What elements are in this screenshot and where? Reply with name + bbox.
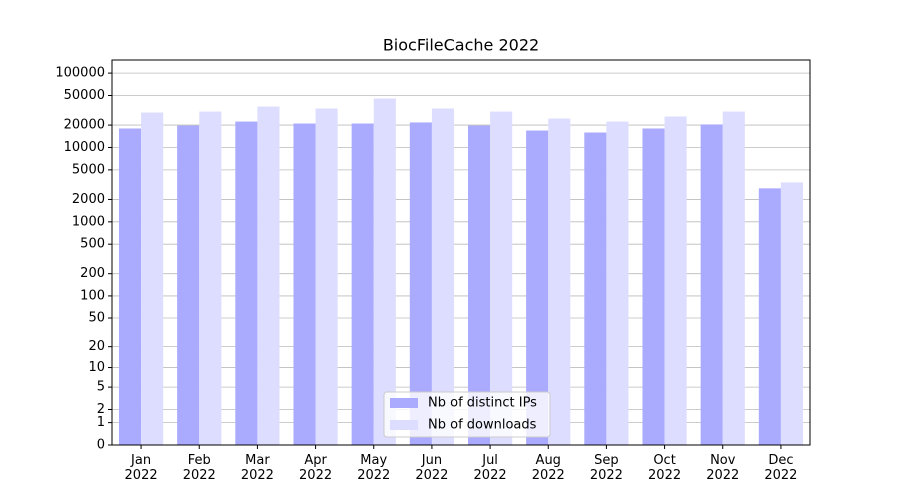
bar [315, 108, 338, 445]
y-tick-label: 200 [80, 266, 105, 281]
x-tick-label: Jan 2022 [124, 453, 158, 483]
x-tick-label: Jul 2022 [473, 453, 507, 483]
y-tick-label: 10 [88, 360, 105, 375]
y-tick-label: 500 [80, 237, 105, 252]
y-tick-label: 100 [80, 288, 105, 303]
x-tick-label: Jun 2022 [415, 453, 449, 483]
bar [700, 124, 723, 446]
chart-title: BiocFileCache 2022 [383, 36, 539, 55]
legend-swatch [390, 420, 418, 430]
x-tick-label: Dec 2022 [764, 453, 798, 483]
bar [141, 112, 164, 446]
bar [235, 121, 258, 445]
y-tick-label: 1000 [72, 214, 105, 229]
y-tick-label: 50000 [64, 88, 105, 103]
x-tick-label: May 2022 [357, 453, 391, 483]
bar [548, 118, 571, 446]
bar [177, 125, 200, 445]
y-tick-label: 2 [97, 402, 105, 417]
bar [526, 130, 549, 445]
bar [373, 98, 396, 446]
bar [722, 111, 745, 445]
legend-box [383, 391, 551, 438]
x-tick-label: Oct 2022 [648, 453, 682, 483]
y-tick-label: 20000 [64, 118, 105, 133]
y-tick-label: 5000 [72, 162, 105, 177]
x-tick-label: Feb 2022 [182, 453, 216, 483]
x-tick-label: Mar 2022 [240, 453, 274, 483]
y-tick-label: 0 [97, 438, 105, 453]
bar [293, 123, 316, 446]
x-tick-label: Aug 2022 [531, 453, 565, 483]
y-tick-label: 50 [88, 310, 105, 325]
y-tick-label: 100000 [55, 66, 105, 81]
plot-frame [111, 59, 811, 446]
bar [758, 188, 781, 445]
x-tick-label: Nov 2022 [706, 453, 740, 483]
bar [118, 128, 142, 445]
bar [257, 106, 280, 446]
x-tick-label: Apr 2022 [299, 453, 333, 483]
y-tick-label: 1 [97, 415, 105, 430]
bar [199, 111, 222, 445]
bar [606, 121, 629, 445]
legend-swatch [390, 398, 418, 408]
y-tick-label: 2000 [72, 192, 105, 207]
bar [490, 111, 513, 445]
y-tick-label: 10000 [64, 140, 105, 155]
x-tick-label: Sep 2022 [589, 453, 623, 483]
bar [780, 182, 804, 445]
legend-label: Nb of distinct IPs [428, 396, 537, 411]
bar [409, 122, 432, 445]
bar [467, 125, 491, 445]
bar [431, 108, 455, 445]
bar [351, 123, 374, 446]
y-tick-label: 20 [88, 339, 105, 354]
bar [664, 116, 687, 445]
bar [642, 128, 665, 445]
legend-label: Nb of downloads [428, 418, 537, 433]
bar [584, 132, 607, 445]
y-tick-label: 5 [97, 380, 105, 395]
